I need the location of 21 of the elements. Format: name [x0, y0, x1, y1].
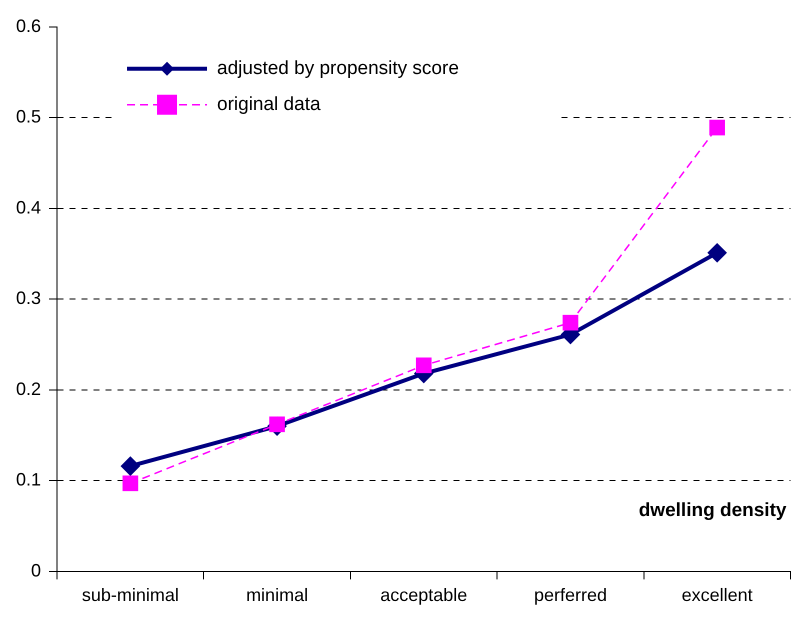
x-tick-label: perferred	[534, 585, 607, 606]
point	[562, 314, 578, 331]
point	[709, 120, 725, 136]
point	[416, 358, 432, 374]
legend-label: adjusted by propensity score	[217, 58, 459, 80]
legend-label: original data	[217, 94, 321, 116]
y-tick-label: 0.2	[16, 378, 42, 399]
point	[122, 476, 138, 492]
x-tick-label: sub-minimal	[82, 585, 179, 606]
point	[708, 244, 726, 262]
y-tick-label: 0.1	[16, 470, 42, 490]
point	[121, 457, 140, 476]
y-tick-label: 0.3	[16, 288, 42, 308]
y-tick-label: 0	[31, 560, 42, 580]
y-tick-label: 0.5	[16, 106, 42, 127]
y-tick-label: 0.4	[16, 197, 42, 218]
y-tick-label: 0.6	[16, 16, 42, 36]
x-tick-label: acceptable	[380, 585, 468, 606]
x-axis-title: dwelling density	[638, 500, 787, 521]
x-tick-label: minimal	[246, 585, 308, 606]
x-tick-label: excellent	[682, 585, 753, 606]
